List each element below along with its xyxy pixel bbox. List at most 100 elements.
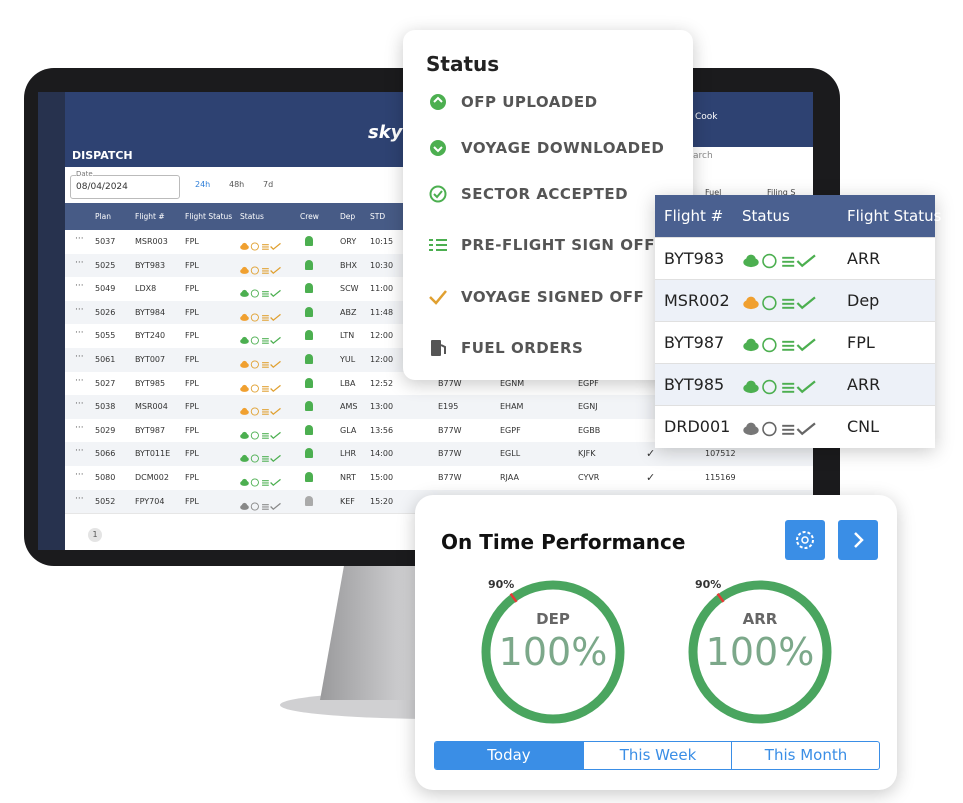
from: RJAA xyxy=(500,473,519,482)
from: EGLL xyxy=(500,449,521,459)
from: EHAM xyxy=(500,402,524,412)
next-button[interactable] xyxy=(838,520,878,560)
user-name: Cook xyxy=(695,112,718,122)
std: 10:15 xyxy=(370,237,394,246)
crew-icon xyxy=(305,401,313,412)
gauge-ring xyxy=(688,580,832,724)
status-icons xyxy=(240,360,281,369)
status-icons xyxy=(240,425,281,444)
legend-item: VOYAGE DOWNLOADED xyxy=(461,139,665,157)
range-option[interactable]: 24h xyxy=(195,180,211,189)
crew-icon xyxy=(305,472,313,482)
row-menu[interactable]: ··· xyxy=(75,257,84,268)
status-icons xyxy=(743,334,817,353)
side-rail xyxy=(38,92,65,550)
plan: 5080 xyxy=(95,473,116,482)
period-tabs: Today This Week This Month xyxy=(434,741,880,770)
status-icons xyxy=(743,295,816,310)
dep: ABZ xyxy=(340,307,357,317)
column-header: Flight # xyxy=(135,212,165,221)
gauges xyxy=(481,580,832,724)
legend-icon xyxy=(427,337,449,363)
from: EGPF xyxy=(500,425,521,435)
row-menu[interactable]: ··· xyxy=(75,304,84,315)
crew-icon xyxy=(305,236,313,246)
date-field[interactable]: Date 08/04/2024 xyxy=(70,170,180,199)
flight-table: Flight # Status Flight Status BYT983 ARR MSR… xyxy=(655,195,941,448)
accepted-check: ✓ xyxy=(646,471,656,484)
flight-table-row[interactable] xyxy=(655,405,935,448)
status-icons xyxy=(240,454,281,463)
status-icons xyxy=(240,384,281,393)
crew-icon xyxy=(305,259,313,270)
column-header: Status xyxy=(240,212,264,221)
flight-status: FPL xyxy=(847,333,875,352)
flight-number: BYT987 xyxy=(135,425,166,435)
row-menu[interactable]: ··· xyxy=(75,352,84,362)
flight-number: MSR002 xyxy=(664,291,730,310)
flight-table-row[interactable] xyxy=(655,321,935,364)
settings-button[interactable] xyxy=(785,520,825,560)
gauge-target: 90% xyxy=(695,578,722,591)
status-icons xyxy=(240,354,281,373)
row-menu[interactable]: ··· xyxy=(75,493,84,504)
plan: 5038 xyxy=(95,402,116,412)
flight-number: DRD001 xyxy=(664,417,731,436)
flight-status: FPL xyxy=(185,378,199,388)
page-number[interactable]: 1 xyxy=(88,528,102,542)
row-menu[interactable]: ··· xyxy=(75,328,84,339)
dep: ORY xyxy=(340,237,357,246)
crew-icon xyxy=(305,448,313,459)
flight-table-row[interactable] xyxy=(655,363,935,406)
dep: NRT xyxy=(340,473,356,482)
legend-item: PRE-FLIGHT SIGN OFF xyxy=(461,236,655,254)
search-box[interactable]: arch xyxy=(688,147,813,167)
row-menu[interactable]: ··· xyxy=(75,281,84,292)
row-menu[interactable]: ··· xyxy=(75,470,84,480)
plan: 5055 xyxy=(95,331,116,341)
status-icons xyxy=(240,307,281,326)
std: 12:52 xyxy=(370,378,394,388)
row-menu[interactable]: ··· xyxy=(75,399,84,410)
range-option[interactable]: 7d xyxy=(263,180,274,189)
to: EGNJ xyxy=(578,402,598,412)
plan: 5027 xyxy=(95,378,116,388)
flight-number: FPY704 xyxy=(135,496,165,506)
period-tab[interactable]: Today xyxy=(435,742,583,769)
dep: LBA xyxy=(340,378,356,388)
plan: 5029 xyxy=(95,425,116,435)
row-menu[interactable]: ··· xyxy=(75,446,84,457)
status-icons xyxy=(743,421,816,436)
legend-icon xyxy=(427,183,449,209)
gauge-label: ARR xyxy=(742,610,778,628)
flight-status: CNL xyxy=(847,417,880,436)
flight-number: MSR003 xyxy=(135,237,168,246)
status-icons xyxy=(743,418,817,437)
app-title: DISPATCH xyxy=(72,149,133,162)
flight-status: FPL xyxy=(185,402,199,412)
period-tab[interactable]: This Week xyxy=(583,742,732,769)
legend-icon xyxy=(427,91,449,117)
crew-icon xyxy=(305,330,313,341)
column-header: Plan xyxy=(95,212,111,221)
flight-number: BYT984 xyxy=(135,307,166,317)
range-option[interactable]: 48h xyxy=(229,180,245,189)
flight-status: FPL xyxy=(185,355,199,364)
column-header: Fuel xyxy=(705,188,722,197)
flight-number: BYT983 xyxy=(664,249,725,268)
status-icons xyxy=(743,337,816,352)
row-menu[interactable]: ··· xyxy=(75,422,84,433)
flight-table-column: Status xyxy=(742,207,790,225)
legend-item: SECTOR ACCEPTED xyxy=(461,185,629,203)
flight-table-row[interactable] xyxy=(655,237,935,280)
date-label: Date xyxy=(76,170,93,178)
gauge-target: 90% xyxy=(488,578,515,591)
period-tab[interactable]: This Month xyxy=(731,742,879,769)
status-icons xyxy=(743,379,816,394)
row-menu[interactable]: ··· xyxy=(75,375,84,386)
dep: LTN xyxy=(340,331,355,341)
flight-status: FPL xyxy=(185,284,199,294)
flight-table-row[interactable] xyxy=(655,279,935,322)
row-menu[interactable]: ··· xyxy=(75,234,84,244)
legend-item: FUEL ORDERS xyxy=(461,339,584,357)
